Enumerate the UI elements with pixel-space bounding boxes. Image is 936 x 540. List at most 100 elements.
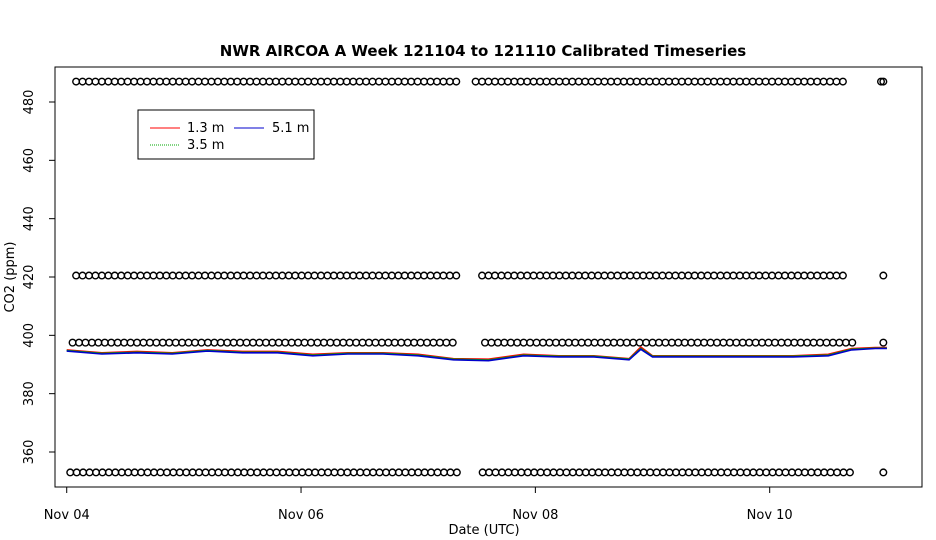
flag-point	[700, 338, 709, 347]
flag-point	[100, 338, 109, 347]
flag-point	[298, 468, 307, 477]
flag-point	[745, 338, 754, 347]
flag-point	[142, 77, 151, 86]
flag-point	[787, 271, 796, 280]
flag-point	[704, 468, 713, 477]
flag-point	[620, 468, 629, 477]
flag-point	[72, 77, 81, 86]
flag-point	[762, 468, 771, 477]
flag-point	[349, 77, 358, 86]
flag-point	[716, 271, 725, 280]
flag-point	[294, 338, 303, 347]
flag-point	[710, 77, 719, 86]
flag-point	[281, 338, 290, 347]
flag-point	[803, 338, 812, 347]
y-tick-label: 400	[22, 323, 37, 348]
flag-point	[841, 338, 850, 347]
flag-point	[416, 338, 425, 347]
flag-point	[536, 271, 545, 280]
flag-point	[239, 271, 248, 280]
flag-point	[258, 271, 267, 280]
flag-point	[410, 338, 419, 347]
flag-point	[642, 338, 651, 347]
flag-point	[435, 338, 444, 347]
flag-point	[175, 271, 184, 280]
flag-point	[310, 271, 319, 280]
flag-point	[426, 271, 435, 280]
flag-point	[175, 468, 184, 477]
flag-point	[516, 271, 525, 280]
flag-point	[72, 468, 81, 477]
flag-point	[648, 338, 657, 347]
flag-point	[227, 468, 236, 477]
flag-point	[646, 468, 655, 477]
flag-point	[439, 77, 448, 86]
flag-point	[265, 77, 274, 86]
flag-point	[184, 338, 193, 347]
flag-point	[278, 271, 287, 280]
flag-point	[214, 468, 223, 477]
legend-box	[137, 109, 315, 160]
flag-point	[639, 468, 648, 477]
flag-point	[478, 271, 487, 280]
flag-point	[452, 77, 461, 86]
flag-point	[265, 468, 274, 477]
flag-point	[285, 468, 294, 477]
flag-point	[581, 77, 590, 86]
flag-point	[690, 271, 699, 280]
flag-point	[271, 271, 280, 280]
flag-point	[233, 271, 242, 280]
flag-point	[226, 271, 235, 280]
flag-point	[551, 338, 560, 347]
flag-point	[671, 271, 680, 280]
flag-point	[622, 338, 631, 347]
flag-point	[439, 271, 448, 280]
flag-point	[783, 338, 792, 347]
flag-point	[820, 468, 829, 477]
flag-point	[200, 77, 209, 86]
flag-point	[136, 271, 145, 280]
flag-point	[606, 77, 615, 86]
flag-point	[626, 468, 635, 477]
flag-point	[770, 338, 779, 347]
flag-point	[497, 468, 506, 477]
flag-point	[601, 468, 610, 477]
flag-point	[401, 468, 410, 477]
flag-point	[487, 338, 496, 347]
flag-point	[645, 271, 654, 280]
flag-point	[356, 468, 365, 477]
flag-point	[813, 468, 822, 477]
flag-point	[297, 77, 306, 86]
flag-point	[768, 468, 777, 477]
flag-point	[369, 468, 378, 477]
flag-point	[233, 468, 242, 477]
flag-point	[800, 271, 809, 280]
flag-point	[155, 271, 164, 280]
flag-point	[484, 271, 493, 280]
flag-point	[323, 468, 332, 477]
flag-point	[813, 77, 822, 86]
flag-point	[706, 338, 715, 347]
flag-point	[384, 338, 393, 347]
flag-point	[85, 468, 94, 477]
flag-point	[719, 338, 728, 347]
flag-point	[394, 77, 403, 86]
flag-point	[717, 468, 726, 477]
flag-point	[816, 338, 825, 347]
flag-point	[79, 468, 88, 477]
y-tick-label: 460	[22, 148, 37, 173]
flag-point	[156, 468, 165, 477]
flag-point	[800, 77, 809, 86]
flag-point	[751, 338, 760, 347]
flag-point	[120, 338, 129, 347]
flag-point	[84, 77, 93, 86]
flag-point	[432, 271, 441, 280]
flag-point	[716, 77, 725, 86]
flag-point	[287, 338, 296, 347]
y-axis: 360 380 400 420 440 460 480	[22, 90, 55, 465]
flag-point	[761, 77, 770, 86]
y-tick-label: 360	[22, 440, 37, 465]
flag-point	[201, 468, 210, 477]
flag-point	[291, 468, 300, 477]
flag-point	[780, 271, 789, 280]
